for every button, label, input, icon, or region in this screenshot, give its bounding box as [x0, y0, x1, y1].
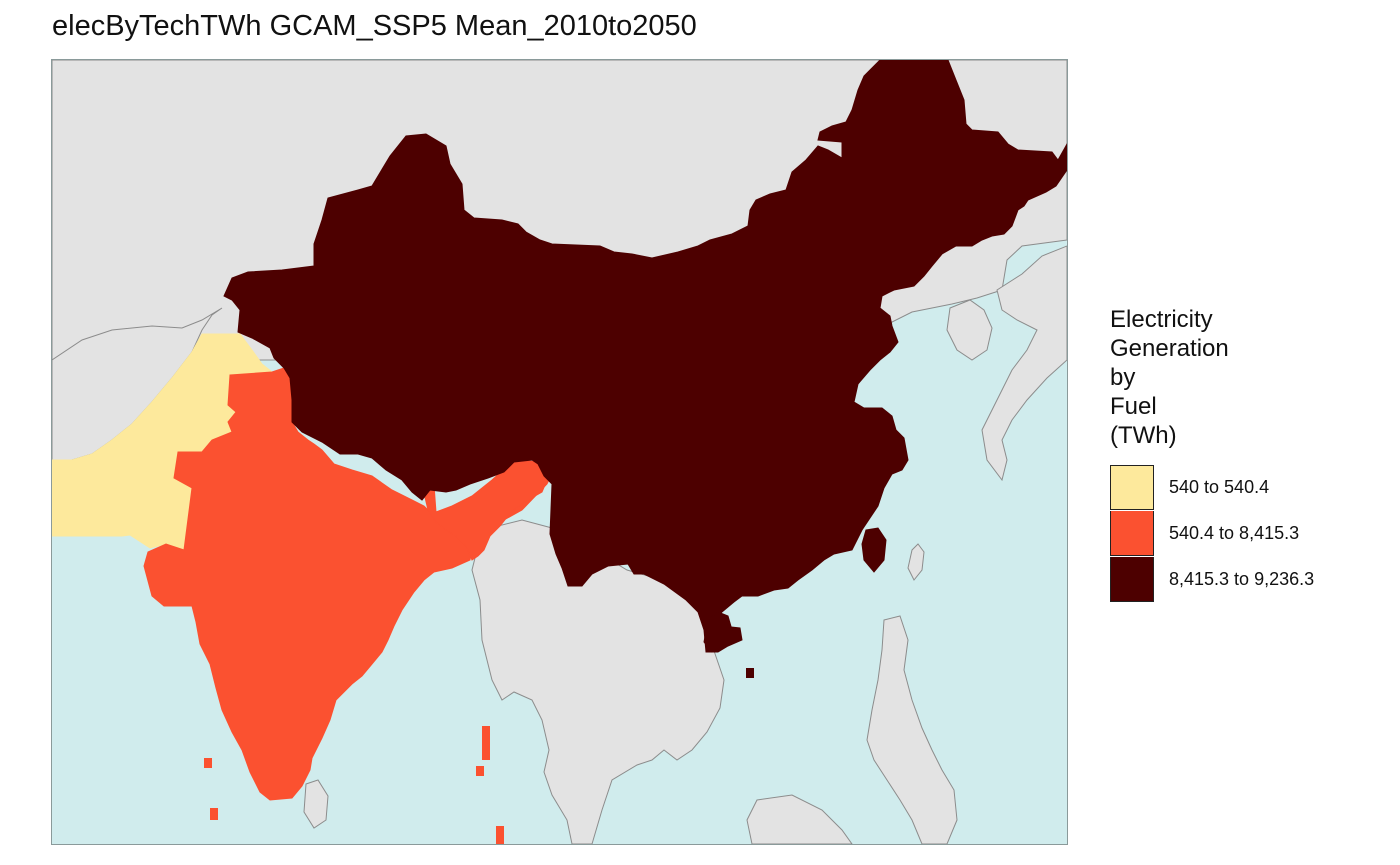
borneo-land-region [746, 794, 853, 844]
legend: Electricity Generation by Fuel (TWh) 540… [1110, 305, 1314, 602]
region-india-andaman [482, 726, 490, 760]
japan-land-region [981, 245, 1067, 482]
legend-label: 540.4 to 8,415.3 [1169, 522, 1300, 543]
legend-swatch [1110, 510, 1154, 556]
data-layer [52, 60, 1067, 844]
legend-item: 540.4 to 8,415.3 [1110, 510, 1314, 556]
region-india-islet-c [210, 808, 218, 820]
legend-item: 8,415.3 to 9,236.3 [1110, 556, 1314, 602]
legend-swatch [1110, 464, 1154, 510]
region-china-hainan[interactable] [703, 611, 733, 653]
region-china[interactable] [223, 60, 1067, 653]
korea-land-region [946, 299, 993, 361]
legend-items: 540 to 540.4 540.4 to 8,415.3 8,415.3 to… [1110, 464, 1314, 602]
legend-label: 8,415.3 to 9,236.3 [1169, 568, 1315, 589]
legend-label: 540 to 540.4 [1169, 476, 1270, 497]
region-india-islet-d [496, 826, 504, 844]
region-china-islet [746, 668, 754, 678]
region-india[interactable] [143, 367, 553, 801]
map-title: elecByTechTWh GCAM_SSP5 Mean_2010to2050 [52, 10, 697, 42]
philippines-land-region [866, 615, 958, 844]
region-india-northeast[interactable] [421, 459, 549, 561]
region-india-islet-a [476, 766, 484, 776]
taiwan-land-region [907, 543, 925, 581]
legend-title: Electricity Generation by Fuel (TWh) [1110, 306, 1229, 449]
map-canvas [52, 60, 1067, 844]
map-panel[interactable] [51, 59, 1068, 845]
legend-swatch [1110, 556, 1154, 602]
region-china-taiwan-strait-island[interactable] [861, 527, 887, 573]
sri-lanka-land-region [303, 779, 329, 829]
region-india-islet-b [204, 758, 212, 768]
legend-item: 540 to 540.4 [1110, 464, 1314, 510]
